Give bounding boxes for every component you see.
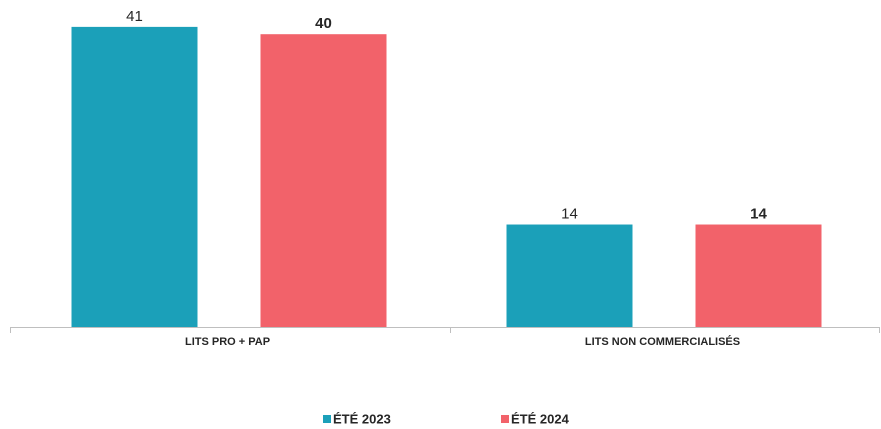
x-tick-label: LITS NON COMMERCIALISÉS <box>585 335 740 348</box>
legend-swatch <box>323 415 331 423</box>
data-label: 40 <box>315 15 332 32</box>
legend-label: ÉTÉ 2023 <box>333 411 391 426</box>
data-label: 41 <box>126 8 143 25</box>
data-label: 14 <box>750 205 767 222</box>
bar <box>260 34 387 327</box>
x-tick-label: LITS PRO + PAP <box>185 336 270 348</box>
bar <box>506 224 633 327</box>
legend-label: ÉTÉ 2024 <box>511 411 570 426</box>
bar <box>695 224 822 327</box>
bar <box>71 26 198 327</box>
data-label: 14 <box>561 205 578 222</box>
legend-swatch <box>501 415 509 423</box>
